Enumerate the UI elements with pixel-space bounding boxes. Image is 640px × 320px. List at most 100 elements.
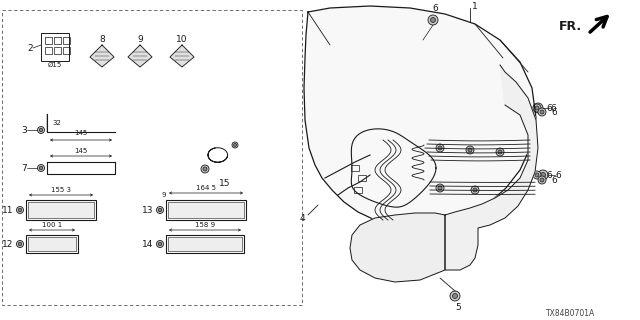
Polygon shape — [170, 45, 194, 67]
Circle shape — [38, 126, 45, 133]
Bar — [168, 237, 242, 251]
Circle shape — [203, 167, 207, 171]
Text: 5: 5 — [455, 303, 461, 313]
Text: 12: 12 — [2, 239, 13, 249]
Circle shape — [17, 241, 24, 247]
Circle shape — [538, 108, 546, 116]
Text: 1: 1 — [472, 2, 477, 11]
Circle shape — [436, 184, 444, 192]
Bar — [166, 200, 246, 220]
Circle shape — [438, 186, 442, 190]
Polygon shape — [304, 6, 536, 228]
Text: 32: 32 — [52, 120, 61, 126]
Circle shape — [431, 18, 435, 22]
Bar — [54, 37, 61, 44]
Circle shape — [468, 148, 472, 152]
Circle shape — [38, 164, 45, 172]
Polygon shape — [128, 45, 152, 67]
Bar — [2, 10, 302, 305]
Bar — [166, 235, 244, 253]
Polygon shape — [90, 45, 114, 67]
Circle shape — [466, 146, 474, 154]
Circle shape — [450, 291, 460, 301]
Bar — [63, 37, 70, 44]
Bar — [351, 165, 359, 171]
Circle shape — [538, 170, 548, 180]
Circle shape — [536, 106, 541, 110]
Text: 145: 145 — [74, 148, 88, 154]
Circle shape — [39, 128, 43, 132]
Circle shape — [533, 103, 543, 113]
Text: 6: 6 — [546, 171, 552, 180]
Polygon shape — [350, 213, 445, 282]
Circle shape — [39, 166, 43, 170]
Text: 8: 8 — [99, 35, 105, 44]
Bar — [358, 175, 366, 181]
Circle shape — [541, 172, 545, 178]
Circle shape — [157, 206, 163, 213]
Text: 164 5: 164 5 — [196, 185, 216, 191]
Circle shape — [17, 206, 24, 213]
Circle shape — [136, 53, 144, 61]
Text: TX84B0701A: TX84B0701A — [546, 309, 595, 318]
Circle shape — [428, 15, 438, 25]
Text: 9: 9 — [137, 35, 143, 44]
Circle shape — [496, 148, 504, 156]
Circle shape — [533, 171, 541, 179]
Text: 7: 7 — [21, 164, 27, 172]
Circle shape — [535, 106, 539, 110]
Text: 155 3: 155 3 — [51, 187, 71, 193]
Bar — [45, 37, 52, 44]
Bar — [45, 47, 52, 54]
Text: 15: 15 — [220, 179, 231, 188]
Text: 6: 6 — [555, 171, 561, 180]
Text: 6: 6 — [550, 103, 556, 113]
Polygon shape — [445, 65, 538, 270]
Text: 145: 145 — [74, 130, 88, 136]
Circle shape — [498, 150, 502, 154]
Bar — [41, 33, 69, 61]
Circle shape — [19, 242, 22, 246]
Circle shape — [533, 104, 541, 112]
Circle shape — [452, 293, 458, 299]
Circle shape — [471, 186, 479, 194]
Text: 158 9: 158 9 — [195, 222, 215, 228]
Circle shape — [201, 165, 209, 173]
Circle shape — [234, 143, 237, 147]
Bar — [168, 202, 244, 218]
Bar — [28, 237, 76, 251]
Text: Ø15: Ø15 — [48, 62, 62, 68]
Text: 9: 9 — [162, 192, 166, 198]
Circle shape — [535, 173, 539, 177]
Circle shape — [473, 188, 477, 192]
Bar — [63, 47, 70, 54]
Circle shape — [19, 208, 22, 212]
Text: 11: 11 — [1, 205, 13, 214]
Text: 13: 13 — [141, 205, 153, 214]
Text: 10: 10 — [176, 35, 188, 44]
Bar — [28, 202, 94, 218]
Text: FR.: FR. — [559, 20, 582, 33]
Circle shape — [158, 242, 162, 246]
Text: 4: 4 — [300, 213, 305, 222]
Circle shape — [540, 178, 544, 182]
Circle shape — [98, 53, 106, 61]
Circle shape — [540, 110, 544, 114]
Circle shape — [538, 176, 546, 184]
Text: 6: 6 — [546, 103, 552, 113]
Text: 3: 3 — [21, 125, 27, 134]
Bar — [354, 187, 362, 193]
Circle shape — [438, 146, 442, 150]
Bar — [26, 200, 96, 220]
Text: 6: 6 — [551, 175, 557, 185]
Text: 6: 6 — [551, 108, 557, 116]
Text: 6: 6 — [432, 4, 438, 12]
Bar — [54, 47, 61, 54]
Circle shape — [178, 53, 186, 61]
Text: 14: 14 — [141, 239, 153, 249]
Text: 2: 2 — [28, 44, 33, 52]
Bar — [26, 235, 78, 253]
Circle shape — [158, 208, 162, 212]
Circle shape — [232, 142, 238, 148]
Circle shape — [436, 144, 444, 152]
